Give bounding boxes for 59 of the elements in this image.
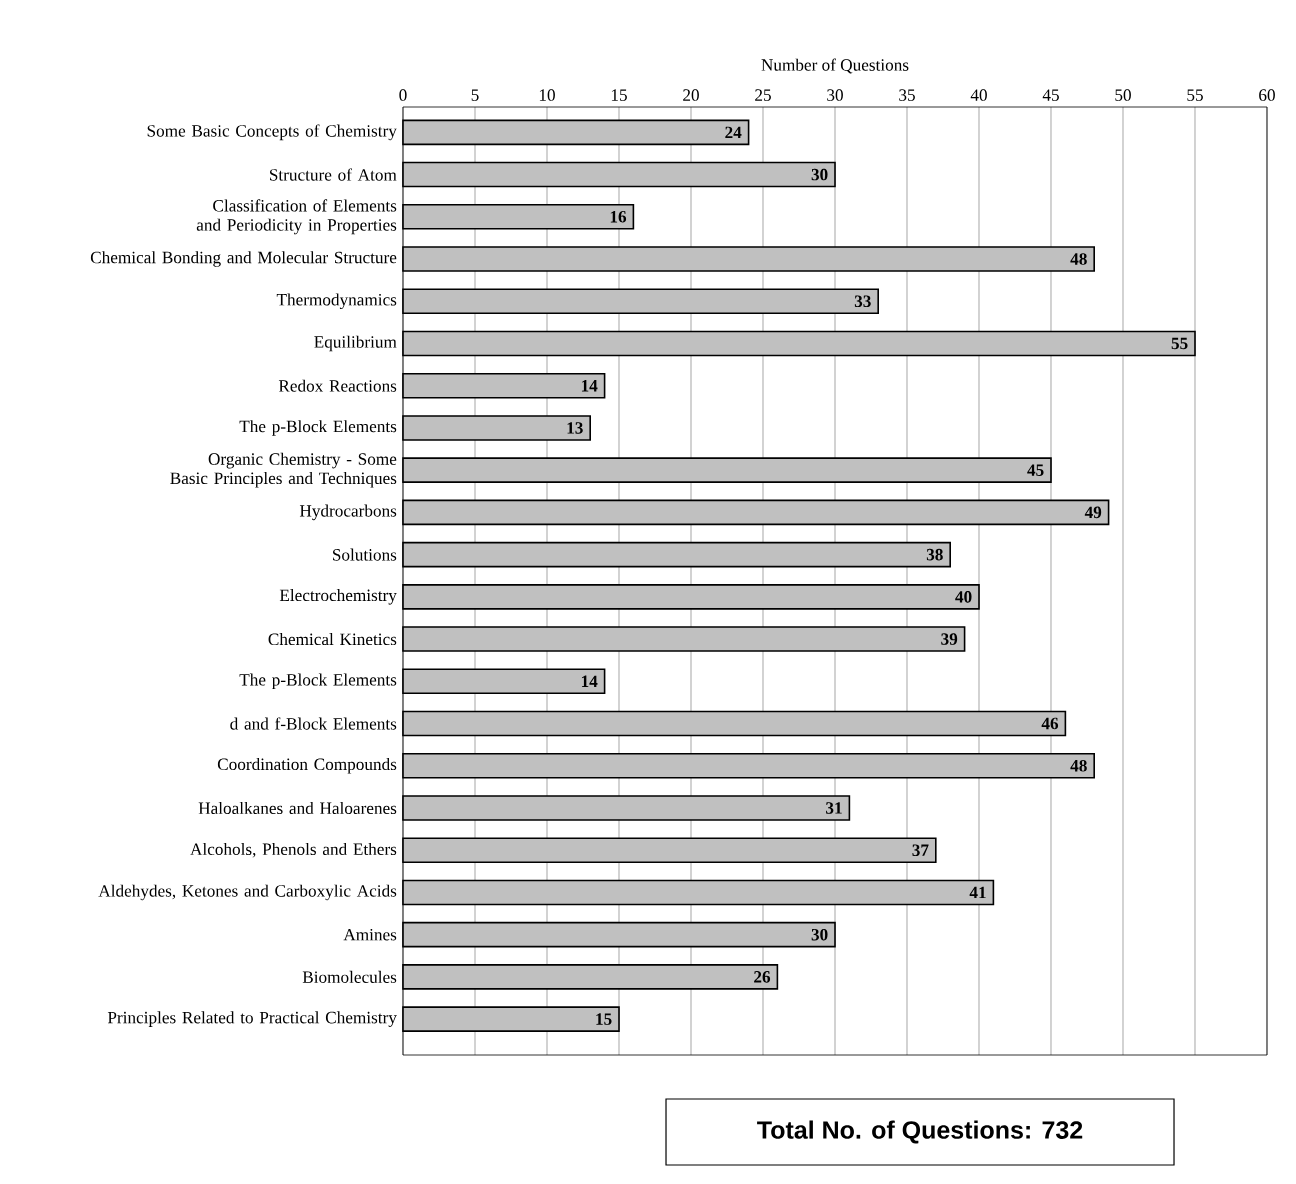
data-label: 31 bbox=[826, 802, 842, 814]
y-tick-label: Alcohols, Phenols and Ethers bbox=[190, 842, 397, 858]
data-label: 48 bbox=[1070, 253, 1087, 265]
data-label: 30 bbox=[811, 928, 828, 941]
data-label: 37 bbox=[912, 844, 929, 856]
x-axis-title: Number of Questions bbox=[761, 58, 909, 74]
y-tick-label: Chemical Kinetics bbox=[268, 633, 397, 646]
data-label: 30 bbox=[811, 168, 828, 181]
y-tick-label: Electrochemistry bbox=[279, 589, 397, 605]
y-tick-label: Aldehydes, Ketones and Carboxylic Acids bbox=[98, 884, 397, 901]
y-tick-label: Thermodynamics bbox=[276, 293, 397, 310]
x-tick-label: 35 bbox=[899, 89, 915, 101]
data-label: 26 bbox=[754, 971, 771, 983]
y-tick-label: The p-Block Elements bbox=[239, 420, 397, 436]
data-label: 14 bbox=[581, 380, 598, 392]
data-label: 46 bbox=[1041, 717, 1059, 730]
y-tick-label: Haloalkanes and Haloarenes bbox=[198, 801, 397, 815]
x-tick-label: 15 bbox=[611, 89, 627, 101]
data-label: 55 bbox=[1171, 337, 1188, 350]
x-tick-label: 0 bbox=[399, 89, 407, 101]
y-tick-label: d and f-Block Elements bbox=[230, 717, 397, 730]
y-tick-label: Coordination Compounds bbox=[217, 757, 397, 774]
data-label: 24 bbox=[725, 126, 742, 139]
x-tick-label: 40 bbox=[970, 89, 987, 101]
y-tick-label: Redox Reactions bbox=[278, 379, 397, 392]
data-label: 15 bbox=[596, 1013, 612, 1025]
data-label: 49 bbox=[1084, 506, 1102, 519]
y-tick-label: Equilibrium bbox=[314, 335, 397, 352]
y-tick-label: Classification of Elements and Periodicity in Properties bbox=[196, 199, 397, 235]
y-tick-label: Chemical Bonding and Molecular Structure bbox=[90, 251, 397, 267]
y-tick-label: Structure of Atom bbox=[270, 168, 397, 181]
x-tick-label: 55 bbox=[1187, 89, 1203, 101]
y-tick-label: Principles Related to Practical Chemistry bbox=[107, 1011, 397, 1027]
x-tick-label: 60 bbox=[1259, 89, 1275, 101]
data-label: 41 bbox=[969, 886, 986, 899]
x-tick-label: 25 bbox=[755, 89, 771, 101]
data-label: 13 bbox=[567, 422, 583, 434]
x-tick-label: 5 bbox=[471, 89, 479, 101]
data-label: 14 bbox=[581, 675, 598, 687]
y-tick-label: Solutions bbox=[333, 548, 397, 561]
x-tick-label: 10 bbox=[539, 89, 555, 101]
y-tick-label: Hydrocarbons bbox=[299, 504, 397, 521]
x-tick-label: 30 bbox=[827, 89, 843, 101]
text: Total No. of Questions: 732 bbox=[757, 1120, 1083, 1144]
y-tick-label: Some Basic Concepts of Chemistry bbox=[147, 124, 397, 141]
y-tick-label: Amines bbox=[343, 928, 397, 941]
data-label: 16 bbox=[610, 211, 627, 223]
data-label: 40 bbox=[955, 591, 972, 603]
x-tick-label: 50 bbox=[1115, 89, 1131, 101]
data-label: 39 bbox=[941, 633, 958, 645]
data-label: 45 bbox=[1027, 464, 1044, 476]
data-label: 38 bbox=[926, 548, 943, 561]
data-label: 33 bbox=[854, 295, 871, 308]
y-tick-label: Biomolecules bbox=[302, 970, 397, 983]
x-tick-label: 45 bbox=[1042, 89, 1059, 101]
data-label: 48 bbox=[1070, 759, 1087, 772]
y-tick-label: The p-Block Elements bbox=[239, 673, 397, 690]
x-tick-label: 20 bbox=[683, 89, 699, 101]
y-tick-label: Organic Chemistry - Some Basic Principles and Techniques bbox=[170, 452, 397, 488]
